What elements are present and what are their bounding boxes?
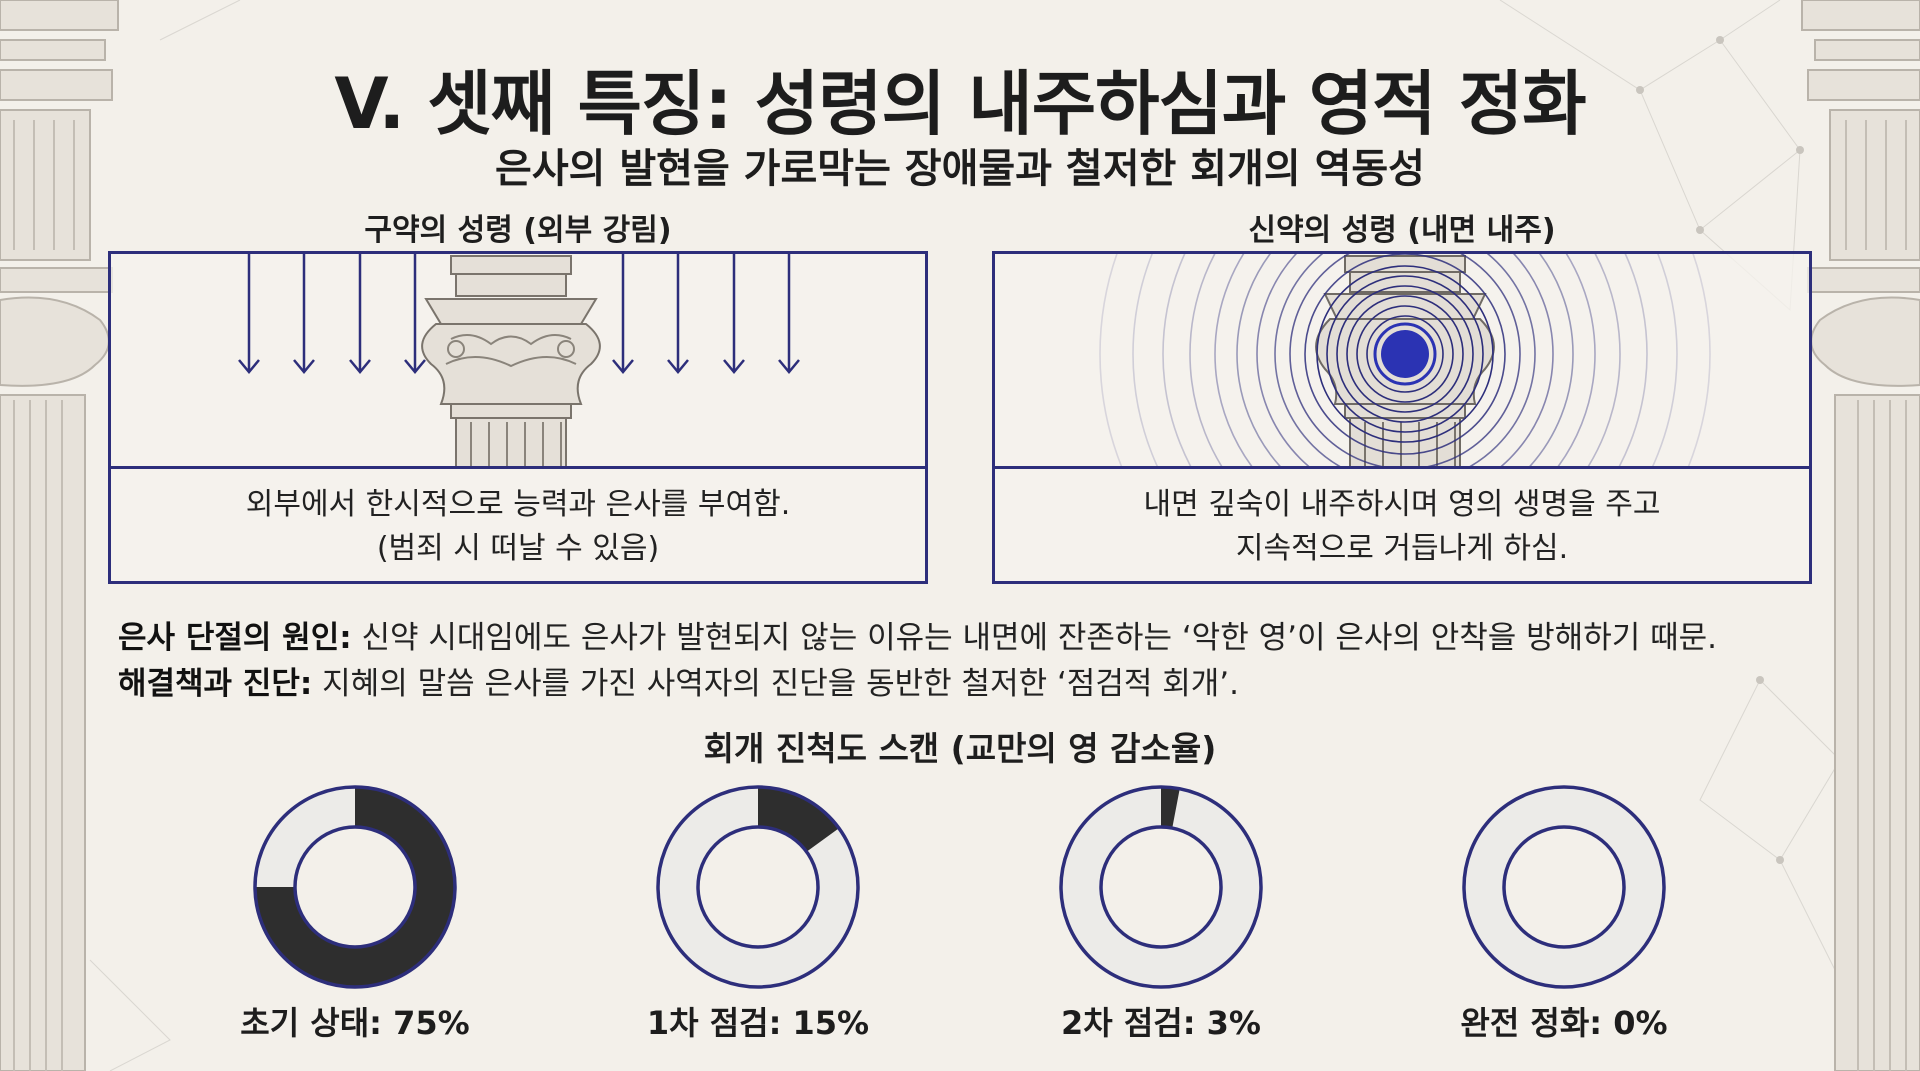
old-testament-desc-line2: (범죄 시 떠날 수 있음) [376, 530, 660, 566]
donut-outline [253, 785, 457, 989]
cause-text: 신약 시대임에도 은사가 발현되지 않는 이유는 내면에 잔존하는 ‘악한 영’… [351, 620, 1717, 656]
donut-outline [656, 785, 860, 989]
solution-text: 지혜의 말씀 은사를 가진 사역자의 진단을 동반한 철저한 ‘점검적 회개’. [312, 666, 1239, 702]
donut-label-complete-purification: 완전 정화: 0% [1460, 1004, 1668, 1042]
old-testament-description: 외부에서 한시적으로 능력과 은사를 부여함. (범죄 시 떠날 수 있음) [111, 469, 925, 584]
donut-label-initial-state: 초기 상태: 75% [240, 1004, 470, 1042]
donut-label-second-check: 2차 점검: 3% [1061, 1004, 1261, 1042]
donut-filled-segment [255, 787, 455, 987]
donut-outline [1059, 785, 1263, 989]
donut-outline [696, 825, 820, 949]
new-testament-description: 내면 깊숙이 내주하시며 영의 생명을 주고 지속적으로 거듭나게 하심. [995, 469, 1809, 584]
old-testament-desc-line1: 외부에서 한시적으로 능력과 은사를 부여함. [245, 486, 791, 522]
solution-label: 해결책과 진단: [118, 666, 313, 702]
donut-outline [1099, 825, 1223, 949]
donut-initial-state [253, 785, 457, 989]
new-testament-panel-label: 신약의 성령 (내면 내주) [1248, 213, 1556, 248]
donut-outline [293, 825, 417, 949]
repentance-scan-title: 회개 진척도 스캔 (교만의 영 감소율) [703, 729, 1217, 768]
donut-first-check [656, 785, 860, 989]
new-testament-illustration [995, 254, 1809, 469]
donut-outline [1462, 785, 1666, 989]
concentric-rings-radiating-icon [1099, 254, 1711, 466]
new-testament-desc-line1: 내면 깊숙이 내주하시며 영의 생명을 주고 [1143, 486, 1661, 522]
arrows-descending-onto-column-icon [238, 254, 800, 466]
donut-filled-segment [758, 787, 839, 852]
donut-outline [1502, 825, 1626, 949]
cause-paragraph: 은사 단절의 원인: 신약 시대임에도 은사가 발현되지 않는 이유는 내면에 … [118, 612, 1717, 657]
donut-track [1464, 787, 1664, 987]
cause-label: 은사 단절의 원인: [118, 620, 352, 656]
old-testament-illustration [111, 254, 925, 469]
old-testament-panel-label: 구약의 성령 (외부 강림) [364, 213, 672, 248]
solution-paragraph: 해결책과 진단: 지혜의 말씀 은사를 가진 사역자의 진단을 동반한 철저한 … [118, 658, 1239, 703]
new-testament-desc-line2: 지속적으로 거듭나게 하심. [1235, 530, 1569, 566]
donut-track [1061, 787, 1261, 987]
donut-second-check [1059, 785, 1263, 989]
page-subtitle: 은사의 발현을 가로막는 장애물과 철저한 회개의 역동성 [495, 146, 1425, 192]
old-testament-panel: 외부에서 한시적으로 능력과 은사를 부여함. (범죄 시 떠날 수 있음) [108, 251, 928, 584]
donut-complete-purification [1462, 785, 1666, 989]
left-pillar-illustration [0, 0, 119, 1071]
donut-filled-segment [1161, 787, 1180, 829]
donut-label-first-check: 1차 점검: 15% [646, 1004, 870, 1042]
page-title: V. 셋째 특징: 성령의 내주하심과 영적 정화 [334, 63, 1586, 145]
new-testament-panel: 내면 깊숙이 내주하시며 영의 생명을 주고 지속적으로 거듭나게 하심. [992, 251, 1812, 584]
right-pillar-illustration [1801, 0, 1920, 1071]
